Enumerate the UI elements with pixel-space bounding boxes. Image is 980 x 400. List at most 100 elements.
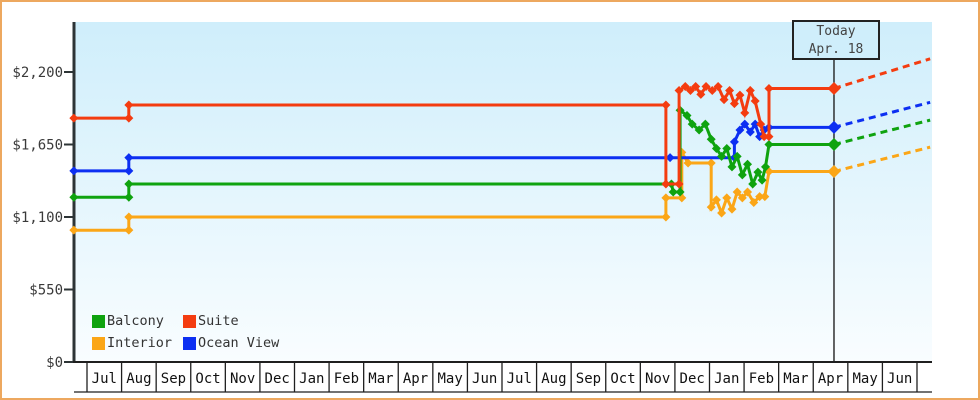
data-point-marker-interior: [69, 225, 79, 235]
data-point-marker-interior: [743, 187, 753, 197]
y-tick-label: $550: [29, 283, 63, 299]
data-point-marker-suite: [713, 82, 723, 91]
data-point-marker-balcony: [732, 151, 742, 161]
data-point-marker-balcony: [700, 119, 710, 129]
month-label: Nov: [645, 371, 670, 387]
legend-item-interior: Interior: [92, 335, 183, 351]
month-label: Feb: [334, 371, 359, 387]
data-point-marker-interior: [727, 204, 737, 214]
data-point-marker-balcony: [69, 192, 79, 202]
data-point-marker-balcony: [722, 143, 732, 153]
month-label: Jun: [887, 371, 912, 387]
data-point-marker-interior: [706, 158, 716, 168]
y-tick-label: $0: [46, 355, 63, 371]
data-point-marker-ocean-view: [750, 119, 760, 129]
data-point-marker-suite: [69, 113, 79, 123]
data-point-marker-balcony: [753, 167, 763, 177]
series-projection-ocean-view: [833, 100, 931, 129]
data-point-marker-balcony: [761, 162, 771, 172]
month-label: Sep: [161, 371, 186, 387]
data-point-marker-suite: [674, 85, 684, 95]
month-label: Mar: [783, 371, 808, 387]
data-point-marker-suite: [729, 99, 739, 109]
month-label: Apr: [818, 371, 843, 387]
data-point-marker-suite: [124, 113, 134, 123]
data-point-marker-interior: [737, 193, 747, 203]
legend-label-ocean-view: Ocean View: [198, 335, 280, 351]
data-point-marker-suite: [696, 89, 706, 99]
data-point-marker-balcony: [124, 192, 134, 202]
data-point-marker-interior: [722, 193, 732, 203]
data-point-marker-ocean-view: [124, 166, 134, 176]
data-point-marker-interior: [661, 193, 671, 203]
data-point-marker-suite: [124, 100, 134, 110]
data-point-marker-suite: [674, 179, 684, 189]
legend-label-suite: Suite: [198, 313, 239, 329]
data-point-marker-suite: [735, 90, 745, 100]
legend: Balcony Suite Interior Ocean View: [92, 313, 279, 351]
data-point-marker-ocean-view: [740, 119, 750, 129]
month-label: Jun: [472, 371, 497, 387]
data-point-marker-balcony: [737, 170, 747, 180]
month-label: Aug: [541, 371, 566, 387]
data-point-marker-interior: [717, 208, 727, 218]
data-point-marker-suite: [764, 83, 774, 93]
legend-label-balcony: Balcony: [107, 313, 164, 329]
data-point-marker-balcony: [706, 134, 716, 144]
data-point-marker-suite: [661, 100, 671, 110]
data-point-marker-balcony: [743, 159, 753, 169]
data-point-marker-balcony: [764, 140, 774, 149]
month-label: Oct: [610, 371, 635, 387]
month-label: Mar: [368, 371, 393, 387]
data-point-marker-suite: [719, 95, 729, 105]
data-point-marker-ocean-view: [735, 125, 745, 135]
data-point-marker-balcony: [694, 125, 704, 135]
legend-item-suite: Suite: [183, 313, 279, 329]
month-label: Jul: [92, 371, 117, 387]
month-label: Oct: [195, 371, 220, 387]
data-point-marker-interior: [706, 202, 716, 212]
legend-item-ocean-view: Ocean View: [183, 335, 279, 351]
data-point-marker-suite: [759, 132, 769, 142]
data-point-marker-suite: [756, 119, 766, 129]
data-point-marker-interior: [760, 192, 770, 202]
data-point-marker-suite: [740, 108, 750, 118]
interior-swatch-icon: [92, 336, 105, 350]
data-point-marker-suite: [707, 85, 717, 95]
month-label: Jul: [507, 371, 532, 387]
month-label: Jan: [714, 371, 739, 387]
y-tick-label: $1,650: [12, 138, 63, 154]
balcony-swatch-icon: [92, 314, 105, 328]
data-point-marker-balcony: [675, 187, 685, 197]
legend-item-balcony: Balcony: [92, 313, 183, 329]
month-label: May: [852, 371, 877, 387]
data-point-marker-balcony: [711, 143, 721, 153]
data-point-marker-interior: [124, 225, 134, 235]
data-point-marker-balcony: [124, 179, 134, 189]
data-point-marker-balcony: [668, 187, 678, 197]
data-point-marker-balcony: [682, 111, 692, 120]
today-date: Apr. 18: [808, 42, 864, 57]
month-label: Dec: [265, 371, 290, 387]
data-point-marker-balcony: [717, 151, 727, 161]
data-point-marker-ocean-view: [729, 137, 739, 147]
data-point-marker-ocean-view: [745, 127, 755, 137]
suite-swatch-icon: [183, 314, 196, 328]
month-label: Dec: [680, 371, 705, 387]
ocean-view-swatch-icon: [183, 336, 196, 350]
data-point-marker-suite: [750, 96, 760, 106]
series-projection-balcony: [833, 118, 931, 146]
data-point-marker-interior: [749, 198, 759, 207]
month-label: Sep: [576, 371, 601, 387]
series-projection-interior: [833, 145, 931, 173]
y-tick-label: $1,100: [12, 210, 63, 226]
data-point-marker-interior: [827, 165, 841, 179]
data-point-marker-suite: [701, 82, 711, 91]
data-point-marker-ocean-view: [69, 166, 79, 176]
data-point-marker-interior: [661, 212, 671, 222]
data-point-marker-suite: [725, 85, 735, 95]
month-label: May: [437, 371, 462, 387]
plot-background: [74, 22, 932, 362]
month-label: Nov: [230, 371, 255, 387]
